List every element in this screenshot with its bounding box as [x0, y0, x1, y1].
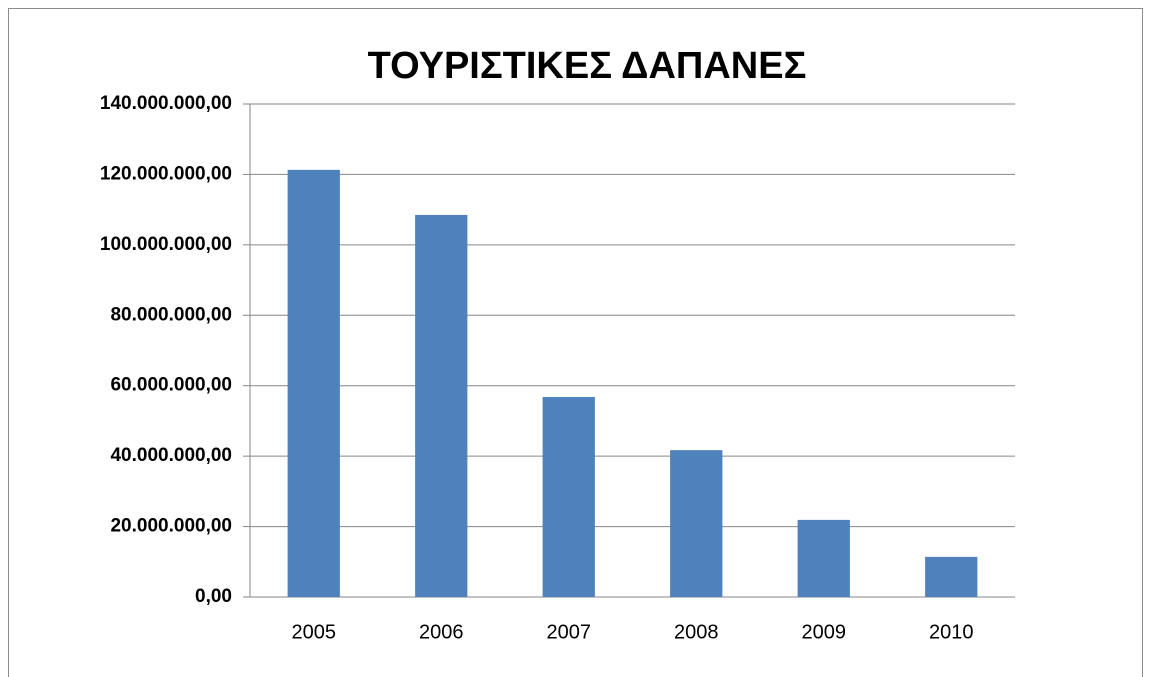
x-tick-label: 2010	[929, 621, 974, 643]
y-tick-label: 100.000.000,00	[100, 234, 232, 255]
y-tick-label: 140.000.000,00	[100, 93, 232, 114]
bar	[287, 169, 340, 597]
bar	[797, 519, 850, 597]
chart-title: ΤΟΥΡΙΣΤΙΚΕΣ ΔΑΠΑΝΕΣ	[368, 45, 807, 87]
y-tick-label: 0,00	[195, 586, 232, 607]
y-tick-label: 80.000.000,00	[110, 304, 232, 325]
bar	[670, 450, 723, 597]
bar	[415, 214, 468, 598]
y-tick-label: 20.000.000,00	[110, 516, 232, 537]
y-tick-label: 40.000.000,00	[110, 445, 232, 466]
bar	[542, 396, 595, 597]
x-tick-label: 2007	[547, 621, 592, 643]
bar	[925, 556, 978, 597]
y-tick-label: 60.000.000,00	[110, 375, 232, 396]
x-tick-label: 2008	[674, 621, 719, 643]
x-tick-label: 2006	[419, 621, 464, 643]
y-tick-label: 120.000.000,00	[100, 163, 232, 184]
x-tick-label: 2005	[292, 621, 337, 643]
x-tick-label: 2009	[802, 621, 847, 643]
